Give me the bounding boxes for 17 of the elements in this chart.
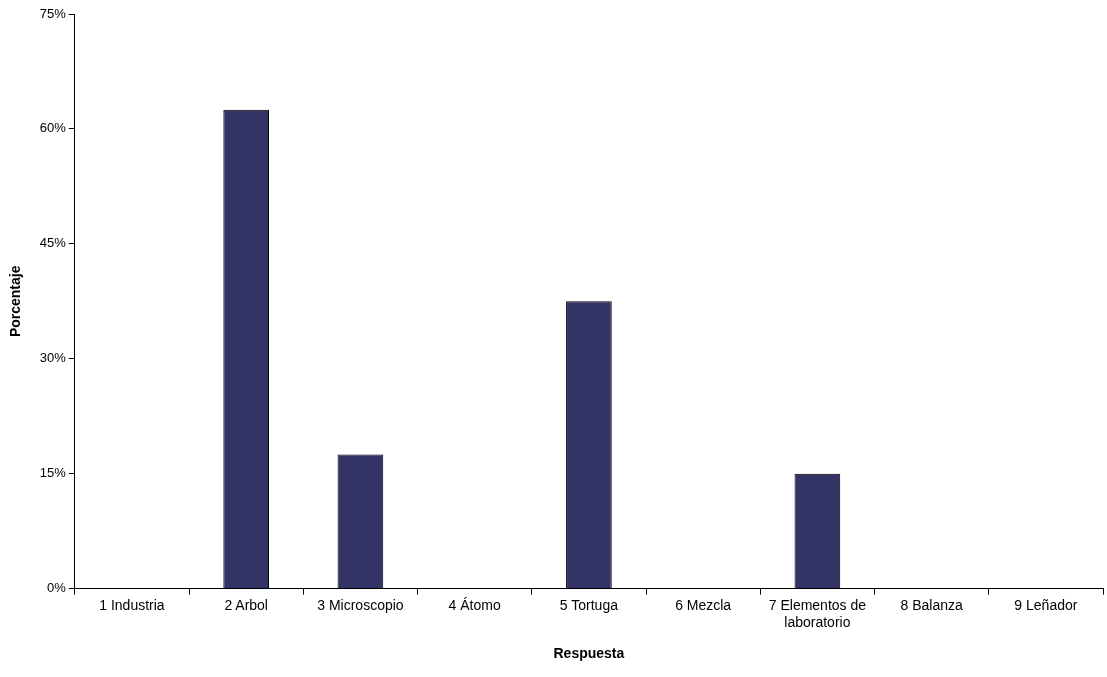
x-tick-label: 1 Industria [99, 596, 165, 613]
x-tick-label: 4 Átomo [448, 596, 501, 613]
y-tick-label: 75% [39, 5, 67, 21]
x-tick-label: 9 Leñador [1014, 596, 1078, 613]
x-tick-label: 2 Arbol [224, 596, 268, 613]
y-tick-label: 30% [39, 350, 67, 366]
x-tick-label: 6 Mezcla [675, 596, 732, 613]
x-tick-label: 8 Balanza [900, 596, 963, 613]
y-tick-label: 0% [47, 580, 67, 596]
x-tick-label: 5 Tortuga [559, 596, 619, 613]
y-tick-label: 15% [39, 465, 67, 481]
y-tick-label: 60% [39, 120, 67, 136]
y-axis-title: Porcentaje [7, 265, 24, 338]
y-tick-label: 45% [39, 235, 67, 251]
x-tick-label: 7 Elementos de laboratorio [768, 596, 867, 630]
x-axis-title: Respuesta [553, 645, 625, 662]
x-tick-label: 3 Microscopio [317, 596, 404, 613]
